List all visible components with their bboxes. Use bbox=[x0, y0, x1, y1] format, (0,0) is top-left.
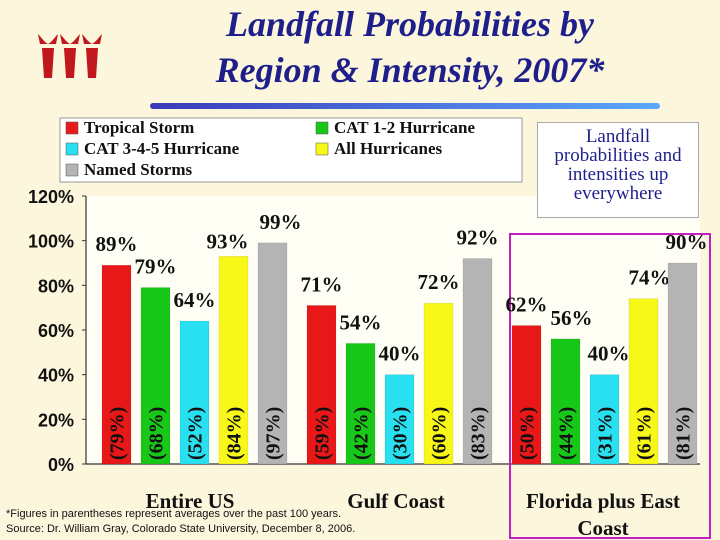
bar-historical-label: (83%) bbox=[468, 407, 490, 460]
annotation-box: Landfall probabilities and intensities u… bbox=[537, 122, 699, 218]
bar-value-label: 90% bbox=[666, 230, 708, 254]
bar bbox=[550, 338, 581, 465]
bar-historical-label: (60%) bbox=[429, 407, 451, 460]
title-underline bbox=[150, 103, 660, 109]
bar-value-label: 56% bbox=[551, 306, 593, 330]
legend-box bbox=[59, 117, 523, 183]
bar-value-label: 71% bbox=[301, 272, 343, 296]
bar-value-label: 74% bbox=[629, 266, 671, 290]
bar bbox=[140, 287, 171, 465]
y-tick-label: 100% bbox=[28, 232, 74, 252]
legend-swatch bbox=[65, 121, 79, 135]
bar-historical-label: (84%) bbox=[224, 407, 246, 460]
y-tick-label: 60% bbox=[38, 321, 74, 341]
legend-swatch bbox=[65, 163, 79, 177]
title-line-1: Landfall Probabilities by bbox=[226, 4, 594, 44]
bar-value-label: 92% bbox=[457, 226, 499, 250]
legend-label: Named Storms bbox=[84, 160, 193, 179]
y-tick-label: 20% bbox=[38, 410, 74, 430]
bar-value-label: 72% bbox=[418, 270, 460, 294]
bar-historical-label: (97%) bbox=[263, 407, 285, 460]
category-label: Gulf Coast bbox=[347, 489, 444, 513]
y-tick-label: 0% bbox=[48, 455, 74, 475]
legend-swatch bbox=[315, 121, 329, 135]
category-label: Entire US bbox=[146, 489, 235, 513]
bar bbox=[462, 258, 493, 465]
bar bbox=[257, 242, 288, 465]
y-tick-label: 80% bbox=[38, 276, 74, 296]
bar bbox=[345, 343, 376, 465]
bar bbox=[511, 325, 542, 465]
footnote: *Figures in parentheses represent averag… bbox=[6, 507, 355, 537]
bar-historical-label: (30%) bbox=[390, 407, 412, 460]
footnote-source: Source: Dr. William Gray, Colorado State… bbox=[6, 523, 356, 535]
bar bbox=[101, 264, 132, 465]
legend-label: CAT 3-4-5 Hurricane bbox=[84, 139, 240, 158]
bar-value-label: 40% bbox=[379, 342, 421, 366]
bar-historical-label: (52%) bbox=[185, 407, 207, 460]
bar bbox=[306, 305, 337, 465]
bar bbox=[179, 320, 210, 465]
bar-value-label: 99% bbox=[260, 210, 302, 234]
iii-logo bbox=[38, 34, 102, 78]
bar-historical-label: (81%) bbox=[673, 407, 695, 460]
category-label: Coast bbox=[577, 516, 628, 540]
legend-swatch bbox=[65, 142, 79, 156]
bar-historical-label: (79%) bbox=[107, 407, 129, 460]
bar-value-label: 93% bbox=[207, 229, 249, 253]
bar-historical-label: (44%) bbox=[556, 407, 578, 460]
bar-value-label: 89% bbox=[96, 232, 138, 256]
bar-historical-label: (59%) bbox=[312, 407, 334, 460]
bar-historical-label: (42%) bbox=[351, 407, 373, 460]
bar-value-label: 40% bbox=[588, 342, 630, 366]
legend-label: Tropical Storm bbox=[84, 118, 194, 137]
bar bbox=[667, 262, 698, 465]
bar bbox=[384, 374, 415, 465]
bar-historical-label: (61%) bbox=[634, 407, 656, 460]
bar-historical-label: (31%) bbox=[595, 407, 617, 460]
bar-value-label: 64% bbox=[174, 288, 216, 312]
legend-label: All Hurricanes bbox=[334, 139, 443, 158]
legend-label: CAT 1-2 Hurricane bbox=[334, 118, 475, 137]
bar bbox=[218, 256, 249, 465]
bar bbox=[628, 298, 659, 465]
bar-historical-label: (50%) bbox=[517, 407, 539, 460]
y-tick-label: 40% bbox=[38, 366, 74, 386]
category-label: Florida plus East bbox=[526, 489, 680, 513]
bar-value-label: 54% bbox=[340, 310, 382, 334]
bar-historical-label: (68%) bbox=[146, 407, 168, 460]
legend-swatch bbox=[315, 142, 329, 156]
bar-value-label: 62% bbox=[506, 293, 548, 317]
florida-highlight-box bbox=[509, 233, 711, 539]
footnote-line-1: *Figures in parentheses represent averag… bbox=[6, 508, 342, 520]
bar bbox=[589, 374, 620, 465]
bar-value-label: 79% bbox=[135, 255, 177, 279]
y-tick-label: 120% bbox=[28, 187, 74, 207]
title-line-2: Region & Intensity, 2007* bbox=[215, 50, 605, 90]
bar bbox=[423, 302, 454, 465]
